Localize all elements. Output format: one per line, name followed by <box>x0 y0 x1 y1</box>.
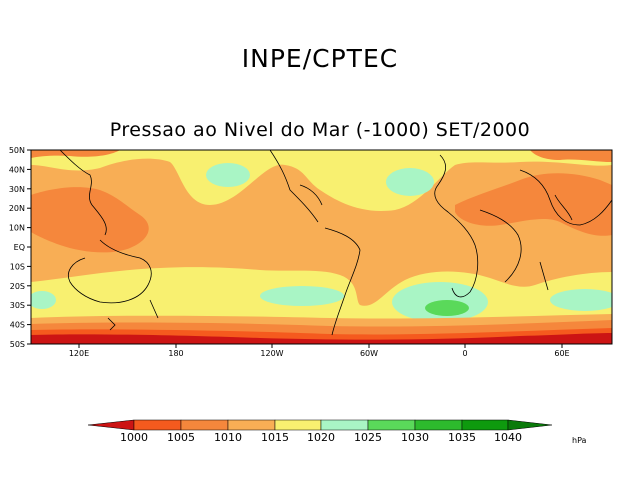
colorbar-swatch <box>274 419 322 431</box>
lon-label: 120E <box>69 349 89 358</box>
colorbar-swatch <box>133 419 182 431</box>
colorbar-label: 1010 <box>214 431 242 444</box>
colorbar-label: 1020 <box>307 431 335 444</box>
lat-label: 50N <box>9 146 25 155</box>
band-1005-1010-namerica <box>31 150 120 158</box>
lat-label: 20S <box>10 282 25 291</box>
colorbar-label: 1035 <box>448 431 476 444</box>
band-1005-1010-arctic <box>530 150 612 162</box>
lon-label: 60E <box>554 349 569 358</box>
lat-label: 20N <box>9 204 25 213</box>
cell-1020-south-pacific <box>260 286 344 306</box>
lat-label: 30N <box>9 185 25 194</box>
page-title: INPE/CPTEC <box>241 44 399 73</box>
colorbar-swatch <box>180 419 229 431</box>
lon-label: 60W <box>360 349 378 358</box>
lat-label: 30S <box>10 301 25 310</box>
lat-axis: 50N 40N 30N 20N 10N EQ 10S 20S 30S 40S 5… <box>9 146 31 349</box>
colorbar-label: 1040 <box>494 431 522 444</box>
colorbar-label: 1025 <box>354 431 382 444</box>
band-1005-1010-mideast <box>455 173 612 236</box>
colorbar-swatch <box>227 419 276 431</box>
colorbar-swatch <box>414 419 463 431</box>
colorbar-unit: hPa <box>572 436 587 445</box>
lat-label: 10S <box>10 262 25 271</box>
cell-1020-indian-ocean <box>550 289 612 311</box>
lon-label: 0 <box>462 349 467 358</box>
colorbar-swatch <box>367 419 416 431</box>
colorbar-swatch-max <box>507 419 553 431</box>
lon-label: 120W <box>260 349 283 358</box>
colorbar-swatch <box>461 419 509 431</box>
band-1015-1020-north <box>31 150 612 211</box>
band-below-1000-south <box>31 333 612 344</box>
colorbar-swatch <box>320 419 369 431</box>
cell-1025-south-atlantic <box>425 300 469 316</box>
colorbar-swatch-min <box>87 419 135 431</box>
cell-1020-indian-ocean-west <box>31 291 56 309</box>
colorbar-label: 1030 <box>401 431 429 444</box>
colorbar-label: 1015 <box>261 431 289 444</box>
pressure-field <box>31 150 612 344</box>
lat-label: EQ <box>14 243 25 252</box>
band-1005-1010-asia <box>31 187 149 253</box>
lat-label: 40N <box>9 165 25 174</box>
colorbar-label: 1005 <box>167 431 195 444</box>
map-title: Pressao ao Nivel do Mar (-1000) SET/2000 <box>109 119 531 141</box>
lat-label: 40S <box>10 321 25 330</box>
cell-1020-azores <box>386 168 434 196</box>
cell-1020-north-pacific <box>206 163 250 187</box>
lat-label: 50S <box>10 340 25 349</box>
colorbar-label: 1000 <box>120 431 148 444</box>
lat-label: 10N <box>9 224 25 233</box>
lon-label: 180 <box>168 349 183 358</box>
lon-axis: 120E 180 120W 60W 0 60E <box>69 344 570 358</box>
coastlines <box>59 150 612 336</box>
colorbar: 1000 1005 1010 1015 1020 1025 1030 1035 … <box>87 419 587 445</box>
